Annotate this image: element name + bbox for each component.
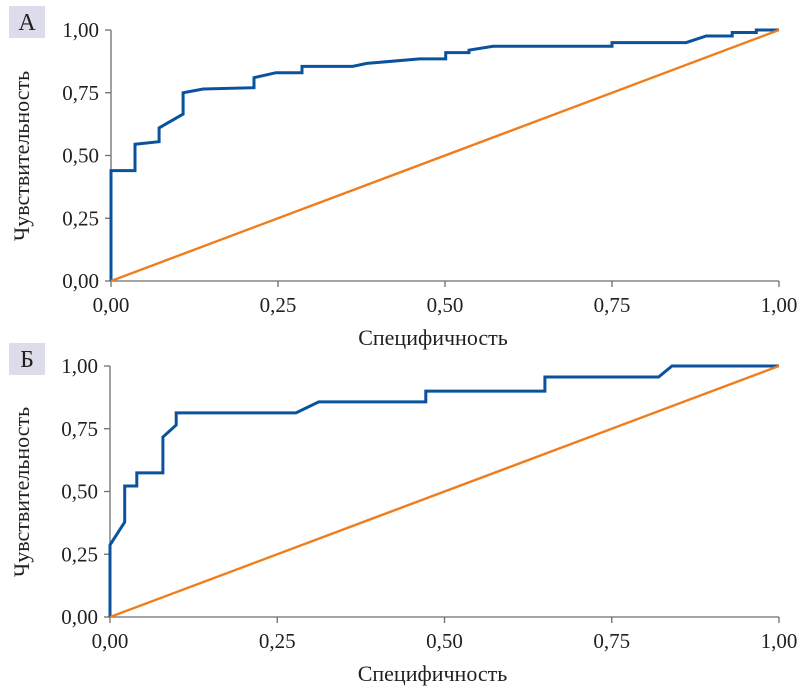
x-tick-label: 1,00 bbox=[761, 293, 798, 317]
x-axis-title: Специфичность bbox=[358, 325, 508, 350]
y-tick-label: 0,00 bbox=[61, 605, 98, 629]
roc-curve-line bbox=[109, 28, 779, 281]
chart-panel-a: А 0,00 0,25 0,50 0,75 1,00 0,00 0,25 0,50 0,75 1,0… bbox=[9, 6, 797, 350]
panel-label-text: А bbox=[18, 10, 36, 36]
x-tick-label: 0,50 bbox=[426, 629, 463, 653]
chart-panel-b: Б 0,00 0,25 0,50 0,75 1,00 0,00 0,25 0,50 0,75 1,0… bbox=[9, 343, 797, 686]
x-tick-label: 0,25 bbox=[260, 293, 297, 317]
x-tick-label: 0,75 bbox=[594, 293, 631, 317]
panel-label-text: Б bbox=[20, 347, 34, 373]
x-tick-label: 0,75 bbox=[593, 629, 630, 653]
y-axis-title: Чувствительность bbox=[9, 71, 34, 241]
panel-label-box bbox=[9, 6, 45, 38]
x-axis-title: Специфичность bbox=[358, 661, 508, 686]
panel-label: Б bbox=[9, 343, 45, 375]
panel-label: А bbox=[9, 6, 45, 38]
x-tick-label: 0,00 bbox=[92, 629, 129, 653]
roc-curve-line bbox=[108, 364, 779, 617]
y-tick-label: 0,75 bbox=[62, 81, 99, 105]
y-tick-label: 0,25 bbox=[61, 542, 98, 566]
panel-label-box bbox=[9, 343, 45, 375]
x-tick-label: 0,00 bbox=[93, 293, 130, 317]
x-tick-label: 1,00 bbox=[761, 629, 798, 653]
y-tick-label: 1,00 bbox=[61, 354, 98, 378]
y-tick-label: 1,00 bbox=[62, 18, 99, 42]
y-tick-label: 0,50 bbox=[62, 144, 99, 168]
y-tick-label: 0,25 bbox=[62, 206, 99, 230]
y-tick-label: 0,50 bbox=[61, 480, 98, 504]
reference-diagonal-line bbox=[109, 364, 780, 619]
y-tick-label: 0,75 bbox=[61, 417, 98, 441]
y-axis-title: Чувствительность bbox=[9, 407, 34, 577]
x-tick-label: 0,50 bbox=[427, 293, 464, 317]
y-tick-label: 0,00 bbox=[62, 269, 99, 293]
reference-diagonal-line bbox=[110, 28, 780, 283]
x-tick-label: 0,25 bbox=[259, 629, 296, 653]
